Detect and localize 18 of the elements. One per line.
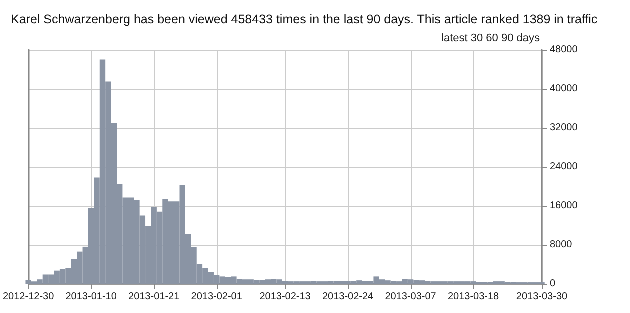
x-tick-label: 2013-01-10 (66, 292, 118, 302)
y-tick-label: 16000 (550, 200, 578, 212)
x-tick-label: 2013-02-24 (322, 292, 374, 302)
chart-title: Karel Schwarzenberg has been viewed 458433 times in the last 90 days. This article ranked 1389 in traffic (11, 12, 598, 26)
y-tick-label: 24000 (550, 162, 578, 172)
y-tick-label: 8000 (550, 240, 573, 250)
x-tick-label: 2012-12-30 (3, 292, 55, 302)
y-tick-label: 40000 (550, 84, 578, 94)
x-tick-label: 2013-02-13 (260, 292, 312, 302)
text: latest 30 60 90 days (442, 32, 540, 44)
x-tick-label: 2013-01-21 (128, 292, 180, 302)
x-tick-label: 2013-03-30 (516, 292, 568, 302)
x-tick-label: 2013-03-18 (448, 292, 500, 302)
y-tick-label: 0 (550, 278, 556, 290)
x-tick-label: 2013-03-07 (385, 292, 437, 302)
y-tick-label: 48000 (550, 44, 578, 56)
y-tick-label: 32000 (550, 122, 578, 134)
x-tick-label: 2013-02-01 (191, 292, 243, 302)
